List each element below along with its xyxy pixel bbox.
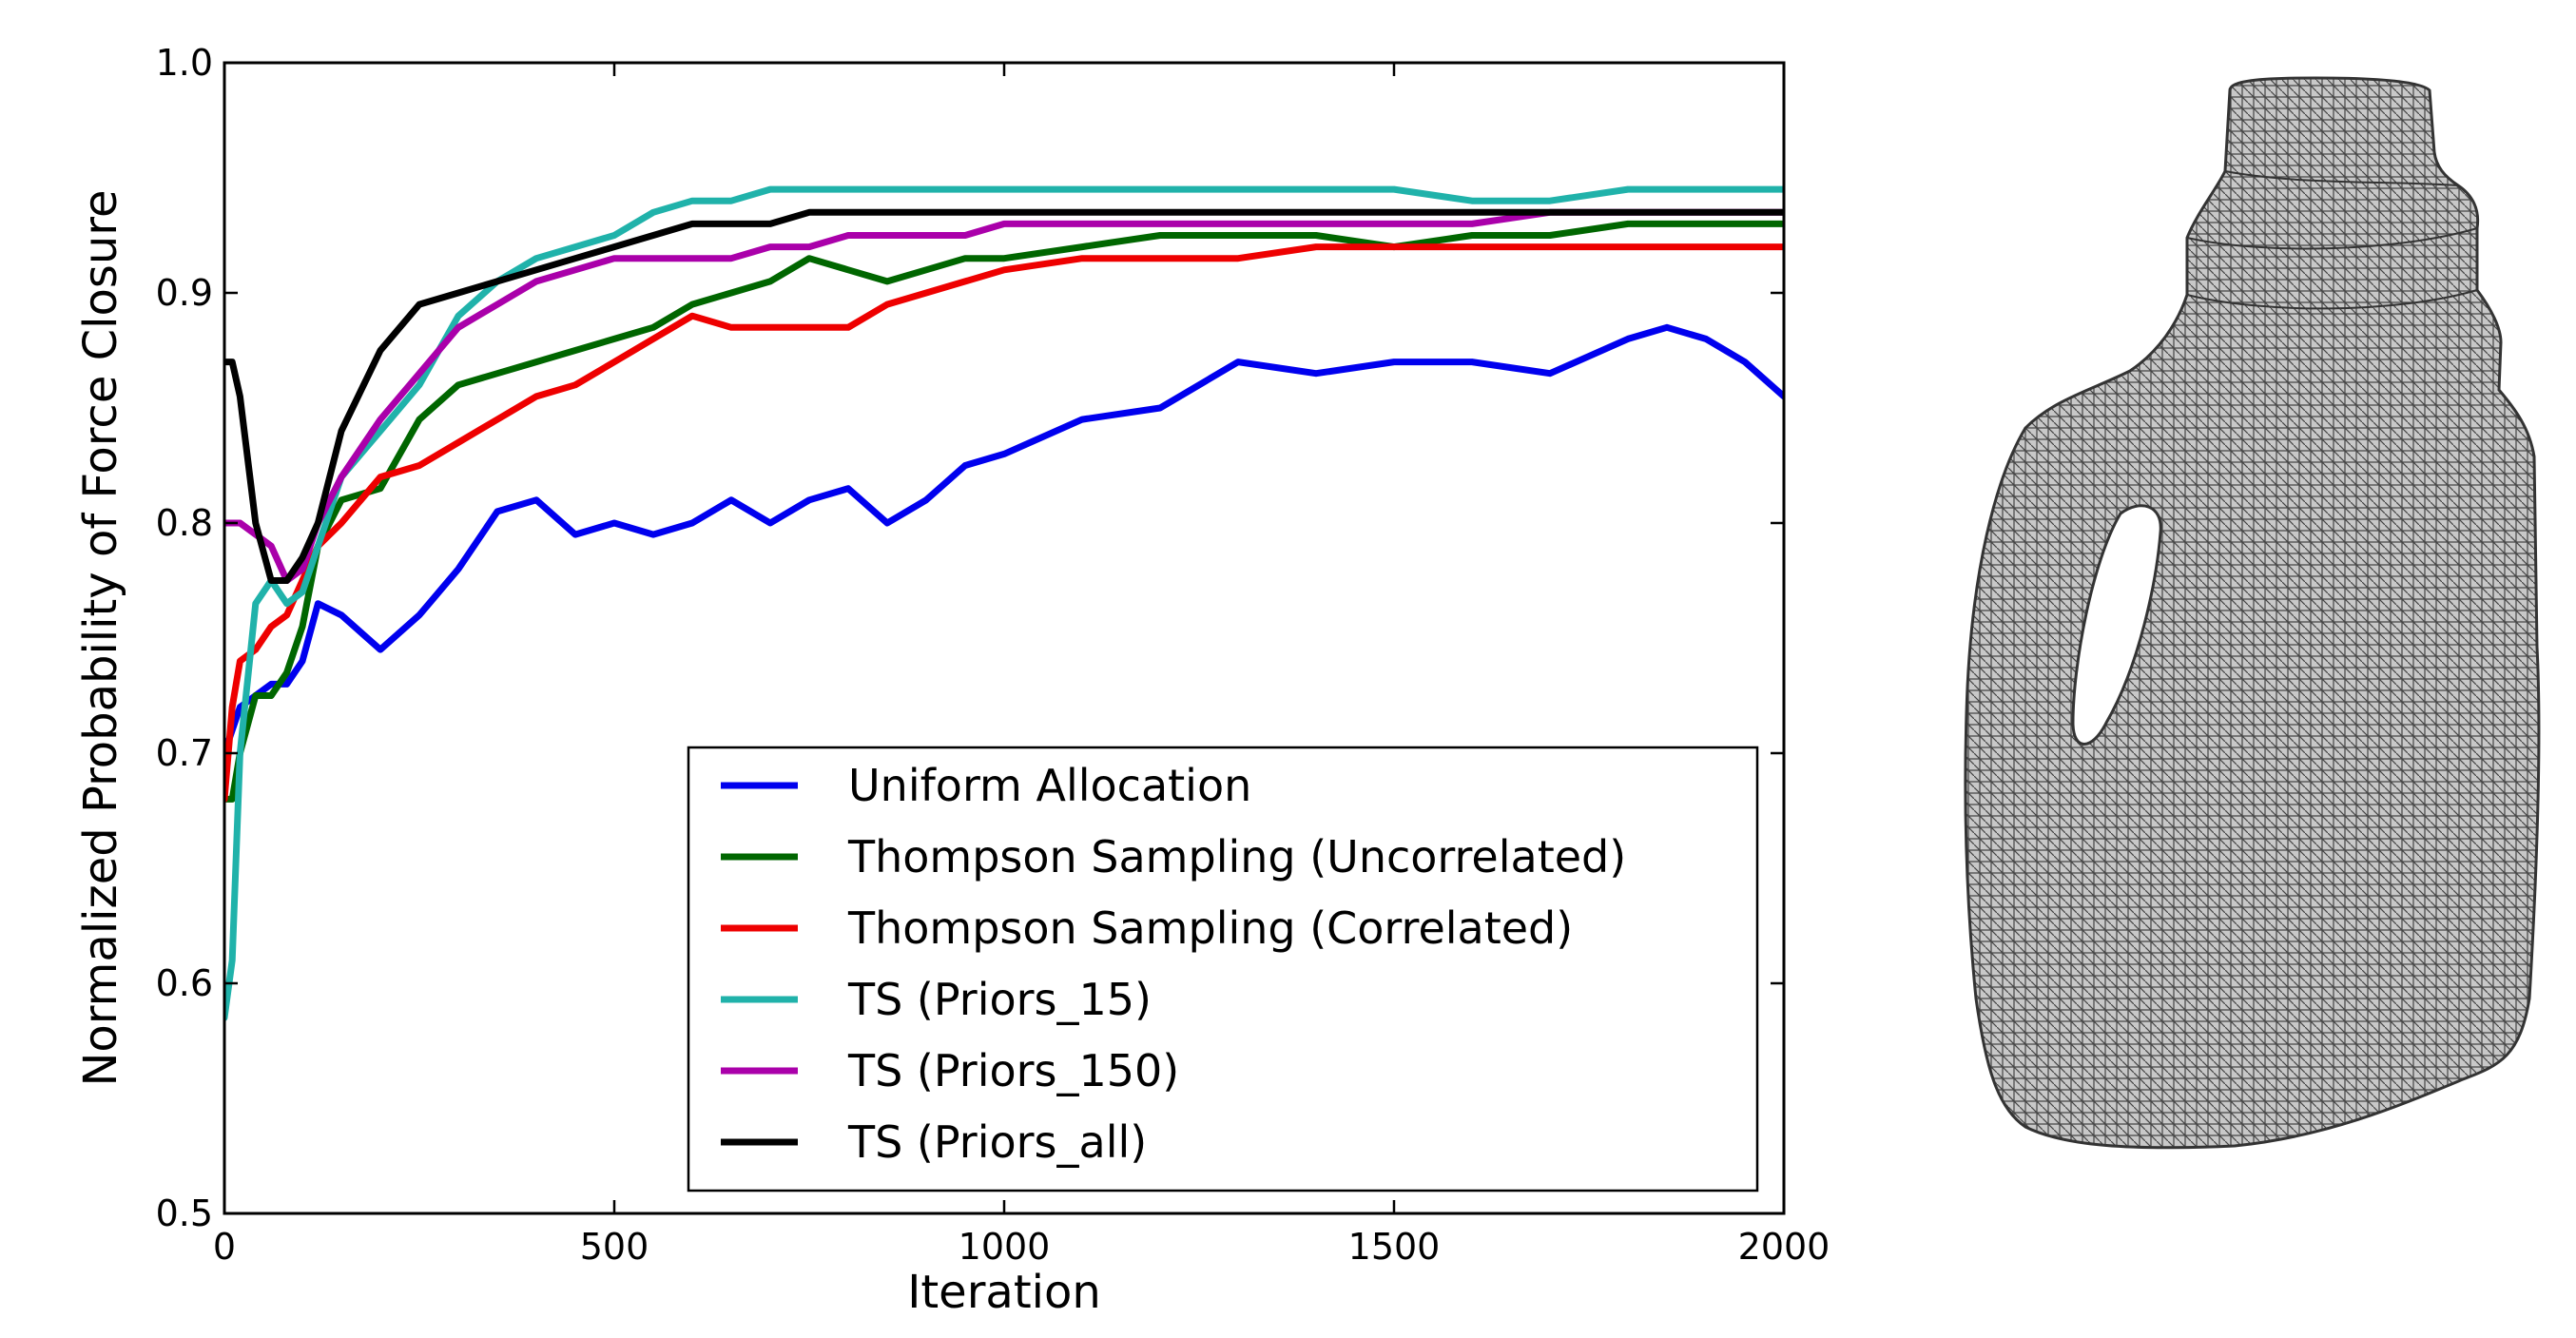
series-line-5: [224, 208, 1784, 584]
legend-label-3: TS (Priors_15): [847, 974, 1152, 1025]
y-tick-label: 0.8: [156, 502, 213, 544]
series-line-3: [224, 185, 1784, 1021]
y-tick-label: 0.7: [156, 732, 213, 774]
bottle-handle-hole: [2071, 504, 2162, 746]
legend-label-1: Thompson Sampling (Uncorrelated): [847, 831, 1626, 882]
legend-label-4: TS (Priors_150): [847, 1045, 1179, 1096]
bottle-body: [1964, 76, 2541, 1150]
x-tick-label: 0: [213, 1226, 236, 1268]
series-line-1: [224, 220, 1784, 803]
legend-box: [687, 746, 1759, 1193]
legend-label-0: Uniform Allocation: [848, 760, 1251, 811]
y-tick-label: 0.5: [156, 1193, 213, 1234]
bottle-mesh-icon: [1964, 76, 2541, 1150]
bottle-shoulder: [2186, 170, 2478, 310]
y-tick-label: 1.0: [156, 42, 213, 84]
series-line-0: [224, 323, 1784, 757]
legend-label-5: TS (Priors_all): [847, 1116, 1147, 1168]
legend-label-2: Thompson Sampling (Correlated): [847, 902, 1573, 954]
legend: Uniform Allocation Thompson Sampling (Unc…: [687, 746, 1759, 1193]
axis-ticks: 0 500 1000 1500 2000 0.5 0.6 0.7 0.8 0.9 1.0: [156, 42, 1830, 1268]
x-axis-label: Iteration: [907, 1266, 1101, 1319]
x-tick-label: 2000: [1738, 1226, 1830, 1268]
y-tick-label: 0.6: [156, 962, 213, 1004]
y-tick-label: 0.9: [156, 272, 213, 314]
series-lines: [224, 185, 1784, 1021]
x-tick-label: 500: [580, 1226, 649, 1268]
x-tick-label: 1000: [959, 1226, 1051, 1268]
line-chart: 0 500 1000 1500 2000 0.5 0.6 0.7 0.8 0.9 1.0 Itera…: [74, 42, 1830, 1319]
x-tick-label: 1500: [1348, 1226, 1441, 1268]
y-axis-label: Normalized Probability of Force Closure: [74, 190, 127, 1087]
series-line-4: [224, 208, 1784, 584]
